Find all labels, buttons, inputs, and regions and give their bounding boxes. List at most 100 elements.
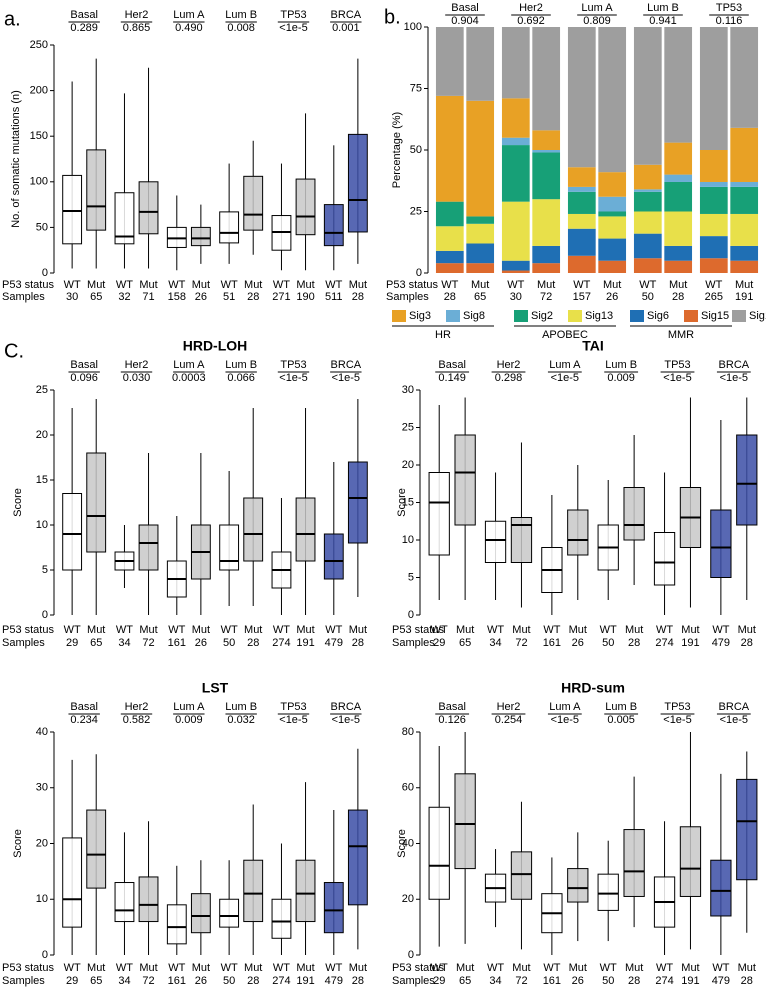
row-label: P53 status bbox=[386, 279, 438, 291]
box bbox=[710, 859, 732, 917]
y-tick-label: 30 bbox=[402, 384, 414, 396]
bar-segment bbox=[567, 27, 596, 168]
y-tick-label: 10 bbox=[36, 893, 48, 905]
y-tick-label: 5 bbox=[42, 564, 48, 576]
status-label: WT bbox=[221, 962, 238, 974]
sample-count: 65 bbox=[459, 975, 471, 987]
bar-segment bbox=[730, 127, 759, 182]
p-value: 0.0003 bbox=[172, 372, 206, 384]
sample-count: 28 bbox=[352, 291, 364, 303]
row-label: Samples bbox=[2, 975, 45, 987]
bar-segment bbox=[699, 150, 728, 182]
p-value: 0.582 bbox=[123, 714, 151, 726]
bar-segment bbox=[699, 181, 728, 187]
box bbox=[454, 773, 476, 870]
box bbox=[736, 434, 758, 526]
bar-segment bbox=[501, 270, 530, 273]
y-tick-label: 100 bbox=[30, 176, 48, 188]
panel-label: a. bbox=[4, 8, 21, 30]
p-value: 0.009 bbox=[175, 714, 203, 726]
sample-count: 28 bbox=[247, 975, 259, 987]
sample-count: 191 bbox=[681, 637, 699, 649]
y-tick-label: 100 bbox=[404, 21, 422, 33]
box bbox=[190, 226, 211, 247]
bar-segment bbox=[501, 201, 530, 261]
sample-count: 28 bbox=[247, 637, 259, 649]
sample-count: 71 bbox=[142, 291, 154, 303]
sample-count: 265 bbox=[705, 291, 723, 303]
bar-segment bbox=[501, 145, 530, 202]
bar-segment bbox=[598, 211, 627, 217]
bar-segment bbox=[532, 152, 561, 200]
box bbox=[454, 434, 476, 526]
y-tick-label: 15 bbox=[36, 474, 48, 486]
bar-segment bbox=[435, 27, 464, 96]
group-label: TP53 bbox=[280, 9, 306, 21]
sample-count: 191 bbox=[296, 637, 314, 649]
status-label: Mut bbox=[192, 279, 210, 291]
bar-segment bbox=[466, 243, 495, 264]
group-label: Lum B bbox=[647, 2, 679, 14]
row-label: P53 status bbox=[392, 962, 444, 974]
legend-swatch bbox=[630, 310, 644, 322]
status-label: Mut bbox=[349, 962, 367, 974]
bar-segment bbox=[730, 186, 759, 214]
bar-segment bbox=[435, 201, 464, 227]
row-label: Samples bbox=[2, 637, 45, 649]
sample-count: 511 bbox=[325, 291, 343, 303]
status-label: WT bbox=[325, 962, 342, 974]
group-label: BRCA bbox=[331, 9, 362, 21]
sample-count: 34 bbox=[118, 975, 130, 987]
group-label: Basal bbox=[451, 2, 479, 14]
sample-count: 65 bbox=[474, 291, 486, 303]
row-label: Samples bbox=[2, 291, 45, 303]
box bbox=[428, 806, 450, 900]
bar-segment bbox=[664, 27, 693, 143]
status-label: WT bbox=[507, 279, 524, 291]
y-tick-label: 25 bbox=[402, 421, 414, 433]
sample-count: 72 bbox=[515, 975, 527, 987]
p-value: <1e-5 bbox=[551, 372, 579, 384]
status-label: WT bbox=[487, 962, 504, 974]
group-label: Her2 bbox=[519, 2, 543, 14]
sample-count: 28 bbox=[628, 637, 640, 649]
status-label: Mut bbox=[512, 962, 530, 974]
status-label: WT bbox=[221, 624, 238, 636]
status-label: WT bbox=[656, 962, 673, 974]
bar-segment bbox=[633, 233, 662, 259]
y-tick-label: 250 bbox=[30, 39, 48, 51]
sample-count: 29 bbox=[66, 637, 78, 649]
status-label: WT bbox=[431, 962, 448, 974]
status-label: WT bbox=[712, 624, 729, 636]
group-label: BRCA bbox=[331, 359, 362, 371]
sample-count: 26 bbox=[195, 975, 207, 987]
status-label: WT bbox=[600, 624, 617, 636]
p-value: 0.692 bbox=[517, 15, 545, 27]
sample-count: 28 bbox=[247, 291, 259, 303]
legend-group-label: MMR bbox=[668, 329, 694, 341]
sample-count: 274 bbox=[272, 637, 290, 649]
legend-label: Sig1 bbox=[749, 310, 766, 322]
sample-count: 479 bbox=[325, 975, 343, 987]
bar-segment bbox=[598, 196, 627, 212]
box bbox=[243, 859, 264, 923]
bar-segment bbox=[532, 245, 561, 264]
bar-segment bbox=[567, 228, 596, 256]
bar-segment bbox=[664, 174, 693, 182]
box bbox=[679, 826, 702, 897]
y-tick-label: 25 bbox=[410, 205, 422, 217]
sample-count: 271 bbox=[272, 291, 290, 303]
box bbox=[510, 851, 533, 900]
status-label: WT bbox=[573, 279, 590, 291]
bar-segment bbox=[633, 211, 662, 234]
sample-count: 72 bbox=[142, 637, 154, 649]
box bbox=[243, 497, 264, 562]
p-value: <1e-5 bbox=[720, 714, 748, 726]
group-label: BRCA bbox=[719, 701, 750, 713]
group-label: TP53 bbox=[280, 701, 306, 713]
sample-count: 479 bbox=[325, 637, 343, 649]
status-label: WT bbox=[441, 279, 458, 291]
sample-count: 191 bbox=[681, 975, 699, 987]
row-label: Samples bbox=[392, 975, 435, 987]
status-label: WT bbox=[221, 279, 238, 291]
